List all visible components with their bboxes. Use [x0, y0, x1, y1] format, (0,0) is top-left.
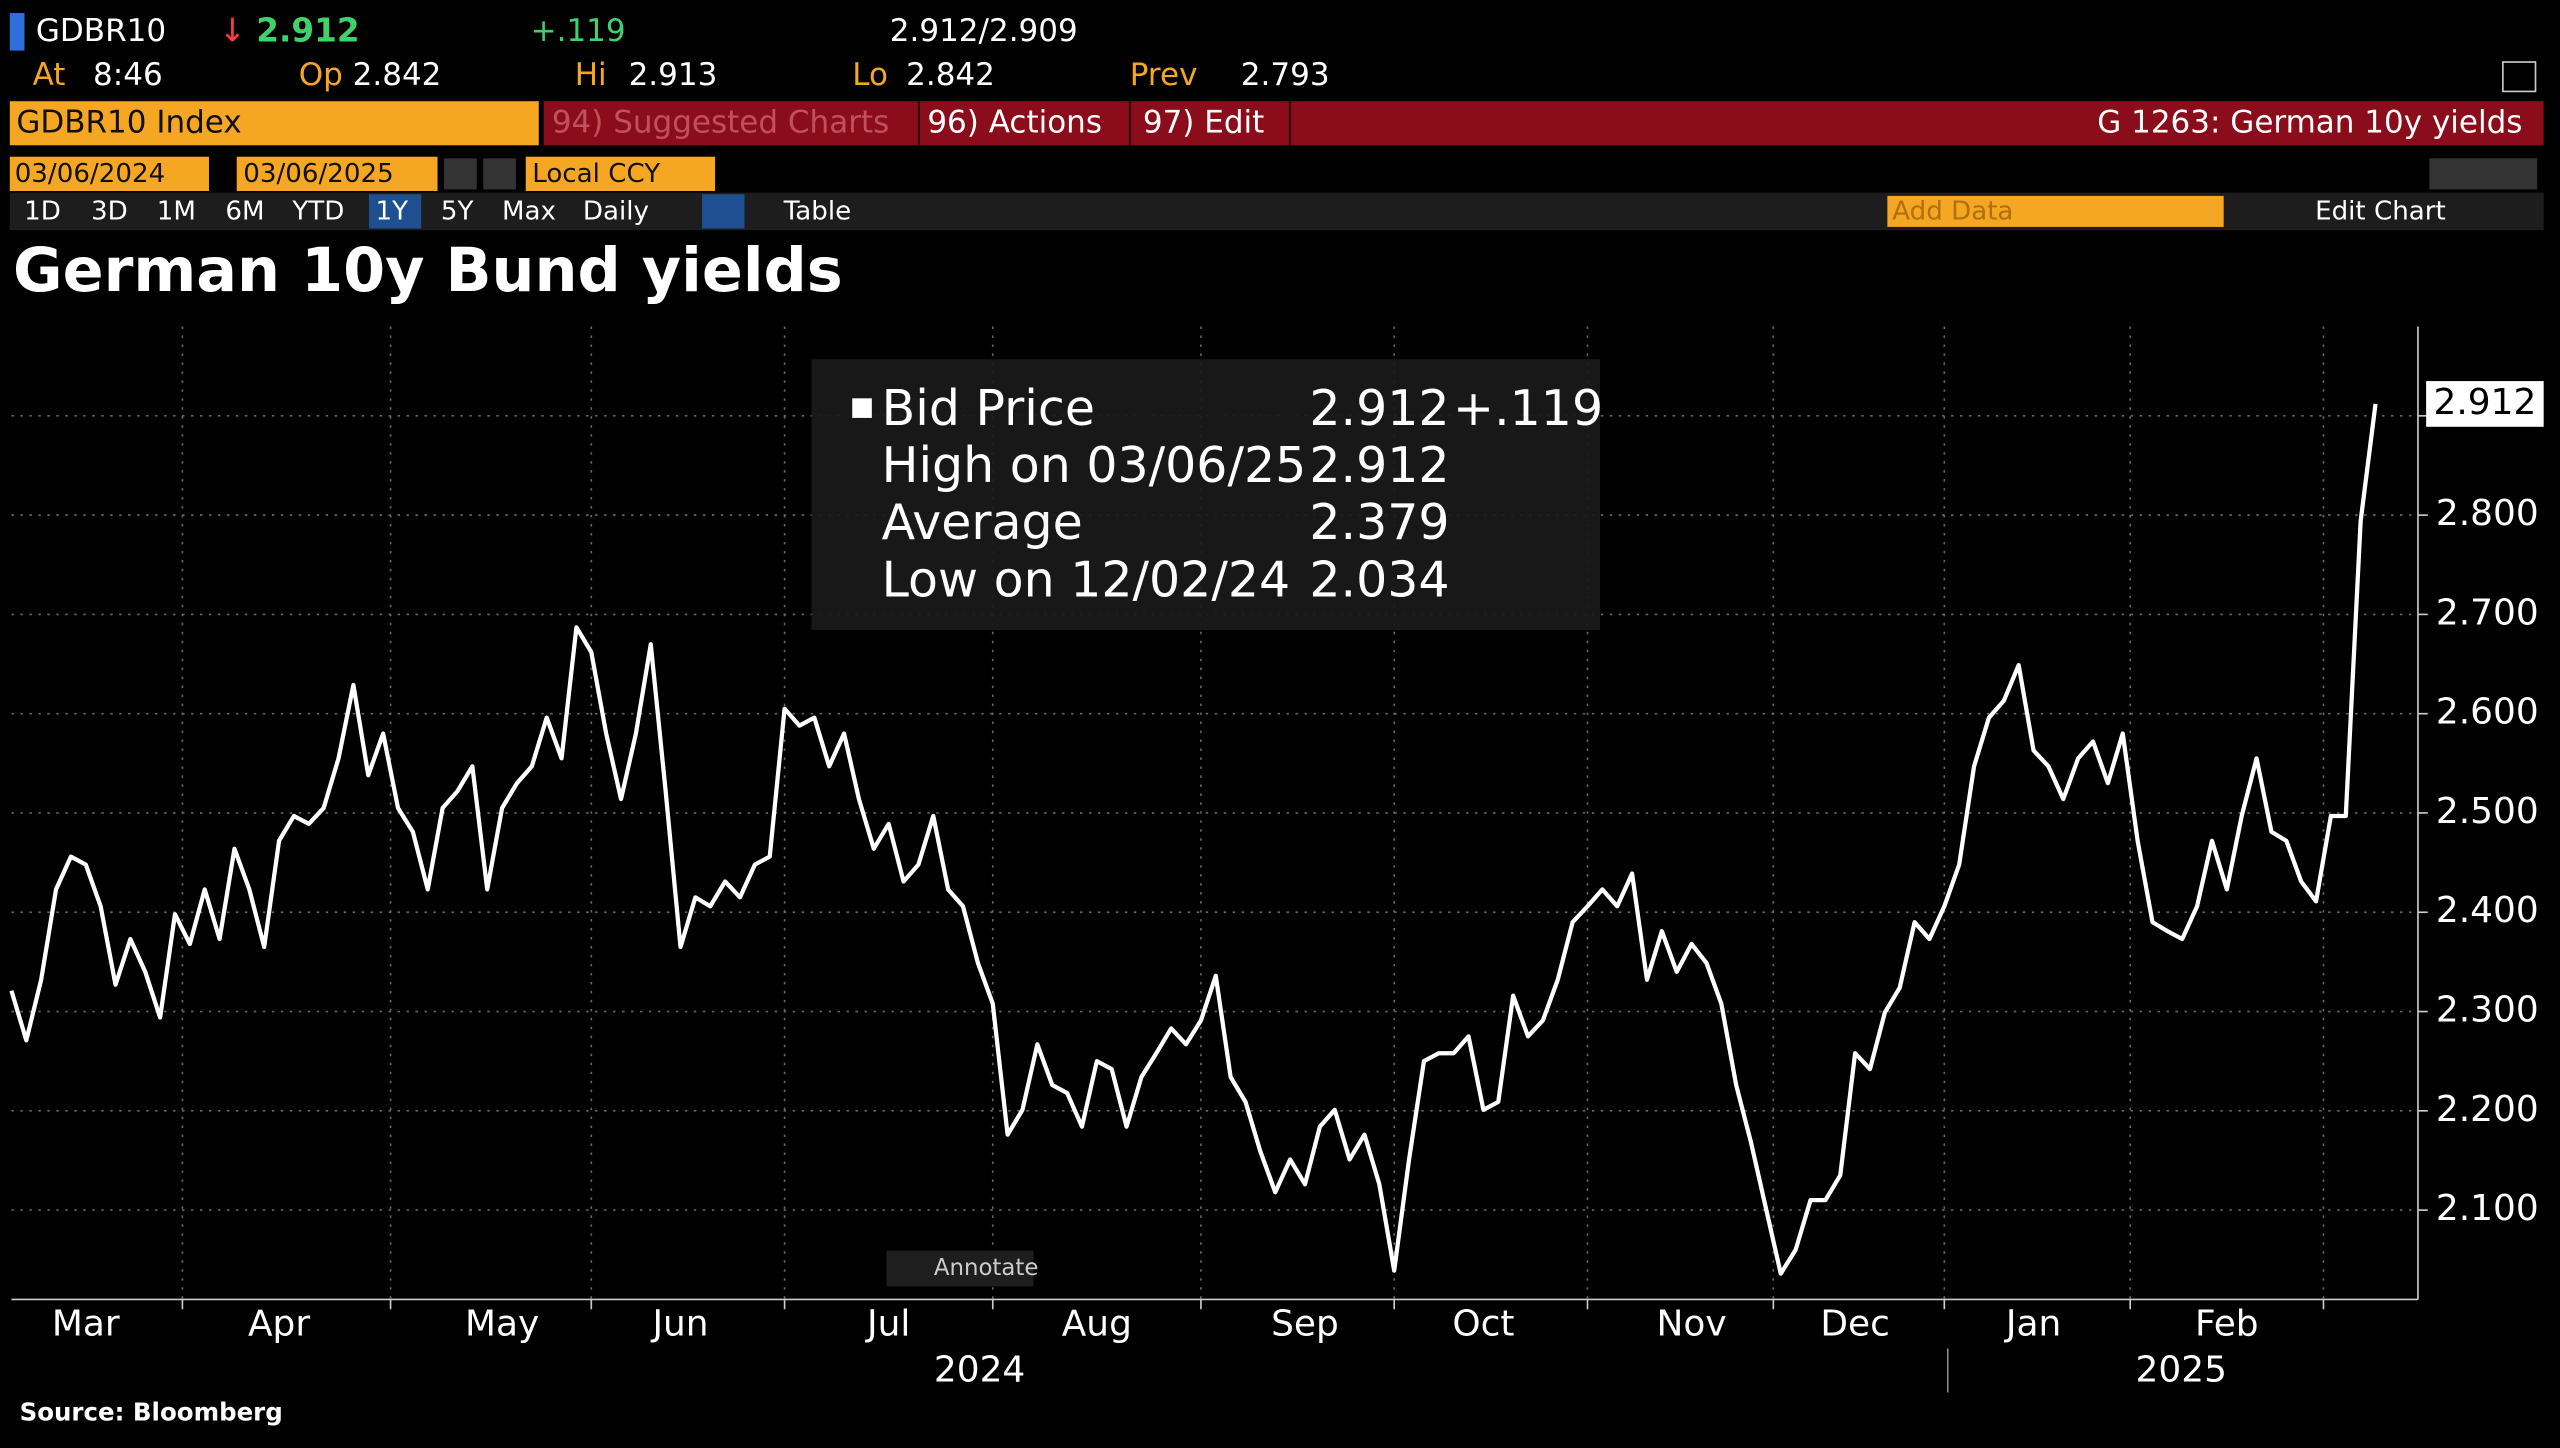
period-button[interactable]: 1D: [24, 197, 61, 227]
period-button[interactable]: YTD: [291, 197, 344, 227]
x-tick-label: Apr: [248, 1304, 310, 1345]
y-tick-label: 2.300: [2436, 990, 2539, 1031]
y-tick-label: 2.400: [2436, 890, 2539, 931]
stat-label: Lo: [852, 57, 888, 93]
x-tick-label: Jan: [2004, 1304, 2061, 1345]
legend-value: 2.912: [1309, 380, 1449, 437]
currency-field[interactable]: [525, 156, 716, 191]
chart-name: G 1263: German 10y yields: [2097, 105, 2522, 141]
legend-value: 2.034: [1309, 551, 1449, 608]
legend-box: [811, 359, 1600, 631]
x-tick-label: Jul: [865, 1304, 910, 1345]
stat-label: Hi: [575, 57, 607, 93]
selected-period: [368, 194, 422, 229]
stat-label: At: [33, 57, 66, 93]
security: GDBR10 Index: [16, 105, 241, 141]
x-tick-label: Feb: [2195, 1304, 2259, 1345]
year-label: 2024: [934, 1349, 1025, 1390]
next-button[interactable]: [483, 158, 516, 190]
price-line: [9, 403, 2378, 1276]
add-data-field[interactable]: [1887, 195, 2224, 227]
legend-label: Average: [882, 494, 1083, 551]
legend-label: Bid Price: [882, 380, 1095, 437]
menu-item[interactable]: 97) Edit: [1143, 105, 1264, 141]
start-date-field[interactable]: [9, 156, 209, 191]
legend-value: 2.379: [1309, 494, 1449, 551]
add-data: Add Data: [1892, 197, 2013, 227]
last-value: 2.912: [2433, 382, 2536, 423]
legend-swatch: [852, 398, 872, 418]
chart-type-button[interactable]: [702, 194, 745, 229]
popout-icon[interactable]: [2502, 61, 2537, 93]
legend-value: 2.912: [1309, 437, 1449, 494]
y-tick-label: 2.500: [2436, 791, 2539, 832]
header-stats: At 8:46 Op 2.842 Hi 2.913 Lo 2.842 Prev 2.793: [33, 57, 1330, 93]
stat-label: Prev: [1130, 57, 1198, 93]
y-tick-label: 2.800: [2436, 493, 2539, 534]
menu-bar: [543, 101, 2544, 146]
stat-value: 2.913: [629, 57, 718, 93]
last-price: 2.912: [256, 12, 359, 50]
x-tick-label: Mar: [52, 1304, 120, 1345]
stat-value: 8:46: [93, 57, 163, 93]
currency: Local CCY: [532, 159, 660, 189]
undo-redo[interactable]: [2429, 158, 2538, 190]
security-field[interactable]: [9, 101, 539, 146]
period-button[interactable]: 3D: [91, 197, 128, 227]
x-tick-label: Oct: [1452, 1304, 1514, 1345]
x-tick-label: May: [465, 1304, 539, 1345]
edit-chart[interactable]: Edit Chart: [2315, 197, 2446, 227]
legend-stats: High on 03/06/25 2.912 Average 2.379 Low on …: [882, 437, 1450, 608]
net-change: +.119: [531, 13, 626, 49]
x-tick-label: Aug: [1062, 1304, 1132, 1345]
legend-change: +.119: [1453, 380, 1603, 437]
year-label: 2025: [2136, 1349, 2227, 1390]
stat-label: Op: [299, 57, 343, 93]
ticker-marker: [9, 13, 25, 51]
y-tick-label: 2.700: [2436, 592, 2539, 633]
y-tick-label: 2.100: [2436, 1188, 2539, 1229]
annotate-button[interactable]: [886, 1250, 1034, 1287]
ticker: GDBR10: [36, 13, 166, 49]
menu-item[interactable]: 94) Suggested Charts: [552, 105, 889, 141]
period-button[interactable]: 6M: [225, 197, 264, 227]
stat-value: 2.842: [906, 57, 995, 93]
end-date: 03/06/2025: [243, 159, 394, 189]
frequency[interactable]: Daily: [583, 197, 649, 227]
annotate: Annotate: [934, 1255, 1039, 1281]
last-value-tag: [2426, 381, 2544, 427]
prev-button[interactable]: [444, 158, 477, 190]
x-tick-label: Nov: [1657, 1304, 1727, 1345]
source: Source: Bloomberg: [20, 1398, 283, 1427]
down-arrow: ↓: [219, 12, 246, 50]
start-date: 03/06/2024: [15, 159, 166, 189]
stat-value: 2.793: [1241, 57, 1330, 93]
menu-item[interactable]: 96) Actions: [927, 105, 1102, 141]
x-tick-label: Dec: [1820, 1304, 1889, 1345]
period-button[interactable]: 5Y: [441, 197, 474, 227]
x-tick-label: Sep: [1271, 1304, 1339, 1345]
legend-label: Low on 12/02/24: [882, 551, 1291, 608]
table-button[interactable]: Table: [783, 197, 852, 227]
bid-ask: 2.912/2.909: [890, 13, 1078, 49]
period-button[interactable]: 1Y: [376, 197, 409, 227]
periods: 1D 3D 1M 6M YTD 1Y 5Y Max: [24, 197, 556, 227]
period-button[interactable]: 1M: [157, 197, 196, 227]
chart-title: German 10y Bund yields: [13, 236, 843, 306]
stat-value: 2.842: [353, 57, 442, 93]
end-date-field[interactable]: [236, 156, 438, 191]
y-tick-label: 2.600: [2436, 692, 2539, 733]
period-button[interactable]: Max: [502, 197, 556, 227]
x-tick-label: Jun: [650, 1304, 708, 1345]
legend-label: High on 03/06/25: [882, 437, 1307, 494]
y-tick-label: 2.200: [2436, 1089, 2539, 1130]
